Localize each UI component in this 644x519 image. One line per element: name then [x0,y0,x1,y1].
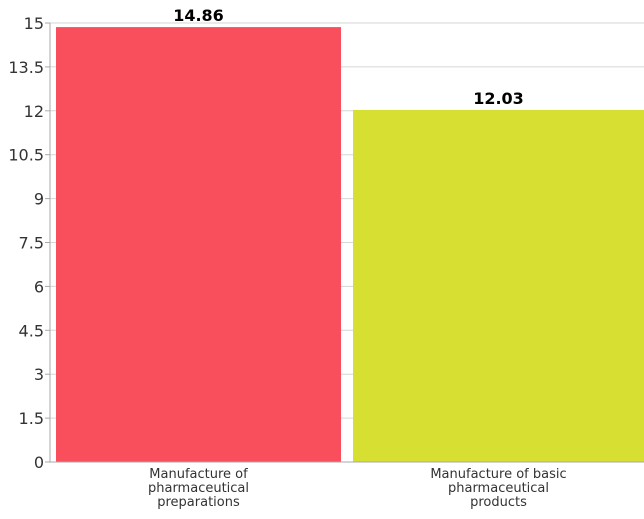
y-tick-label: 7.5 [19,234,44,253]
data-label: 14.86 [173,6,224,25]
data-label: 12.03 [473,89,524,108]
data-labels: 14.86 12.03 [173,6,524,108]
category-labels: Manufacture of pharmaceutical preparations… [148,467,567,510]
category-label: Manufacture of pharmaceutical preparations [148,467,249,510]
y-tick-label: 10.5 [8,146,44,165]
y-tick-label: 3 [34,365,44,384]
axes [49,23,644,463]
category-label: Manufacture of basic pharmaceutical produc… [430,467,566,510]
bars [56,27,644,463]
y-tick-label: 6 [34,277,44,296]
y-tick-label: 9 [34,190,44,209]
y-tick-label: 0 [34,453,44,472]
bar [353,109,644,462]
bar [56,27,341,463]
y-tick-label: 4.5 [19,321,44,340]
y-tick-label: 15 [24,14,44,33]
y-tick-label: 13.5 [8,58,44,77]
y-tick-label: 12 [24,102,44,121]
y-tick-labels: 0 1.5 3 4.5 6 7.5 9 10.5 12 13.5 15 [8,14,44,472]
y-tick-label: 1.5 [19,409,44,428]
